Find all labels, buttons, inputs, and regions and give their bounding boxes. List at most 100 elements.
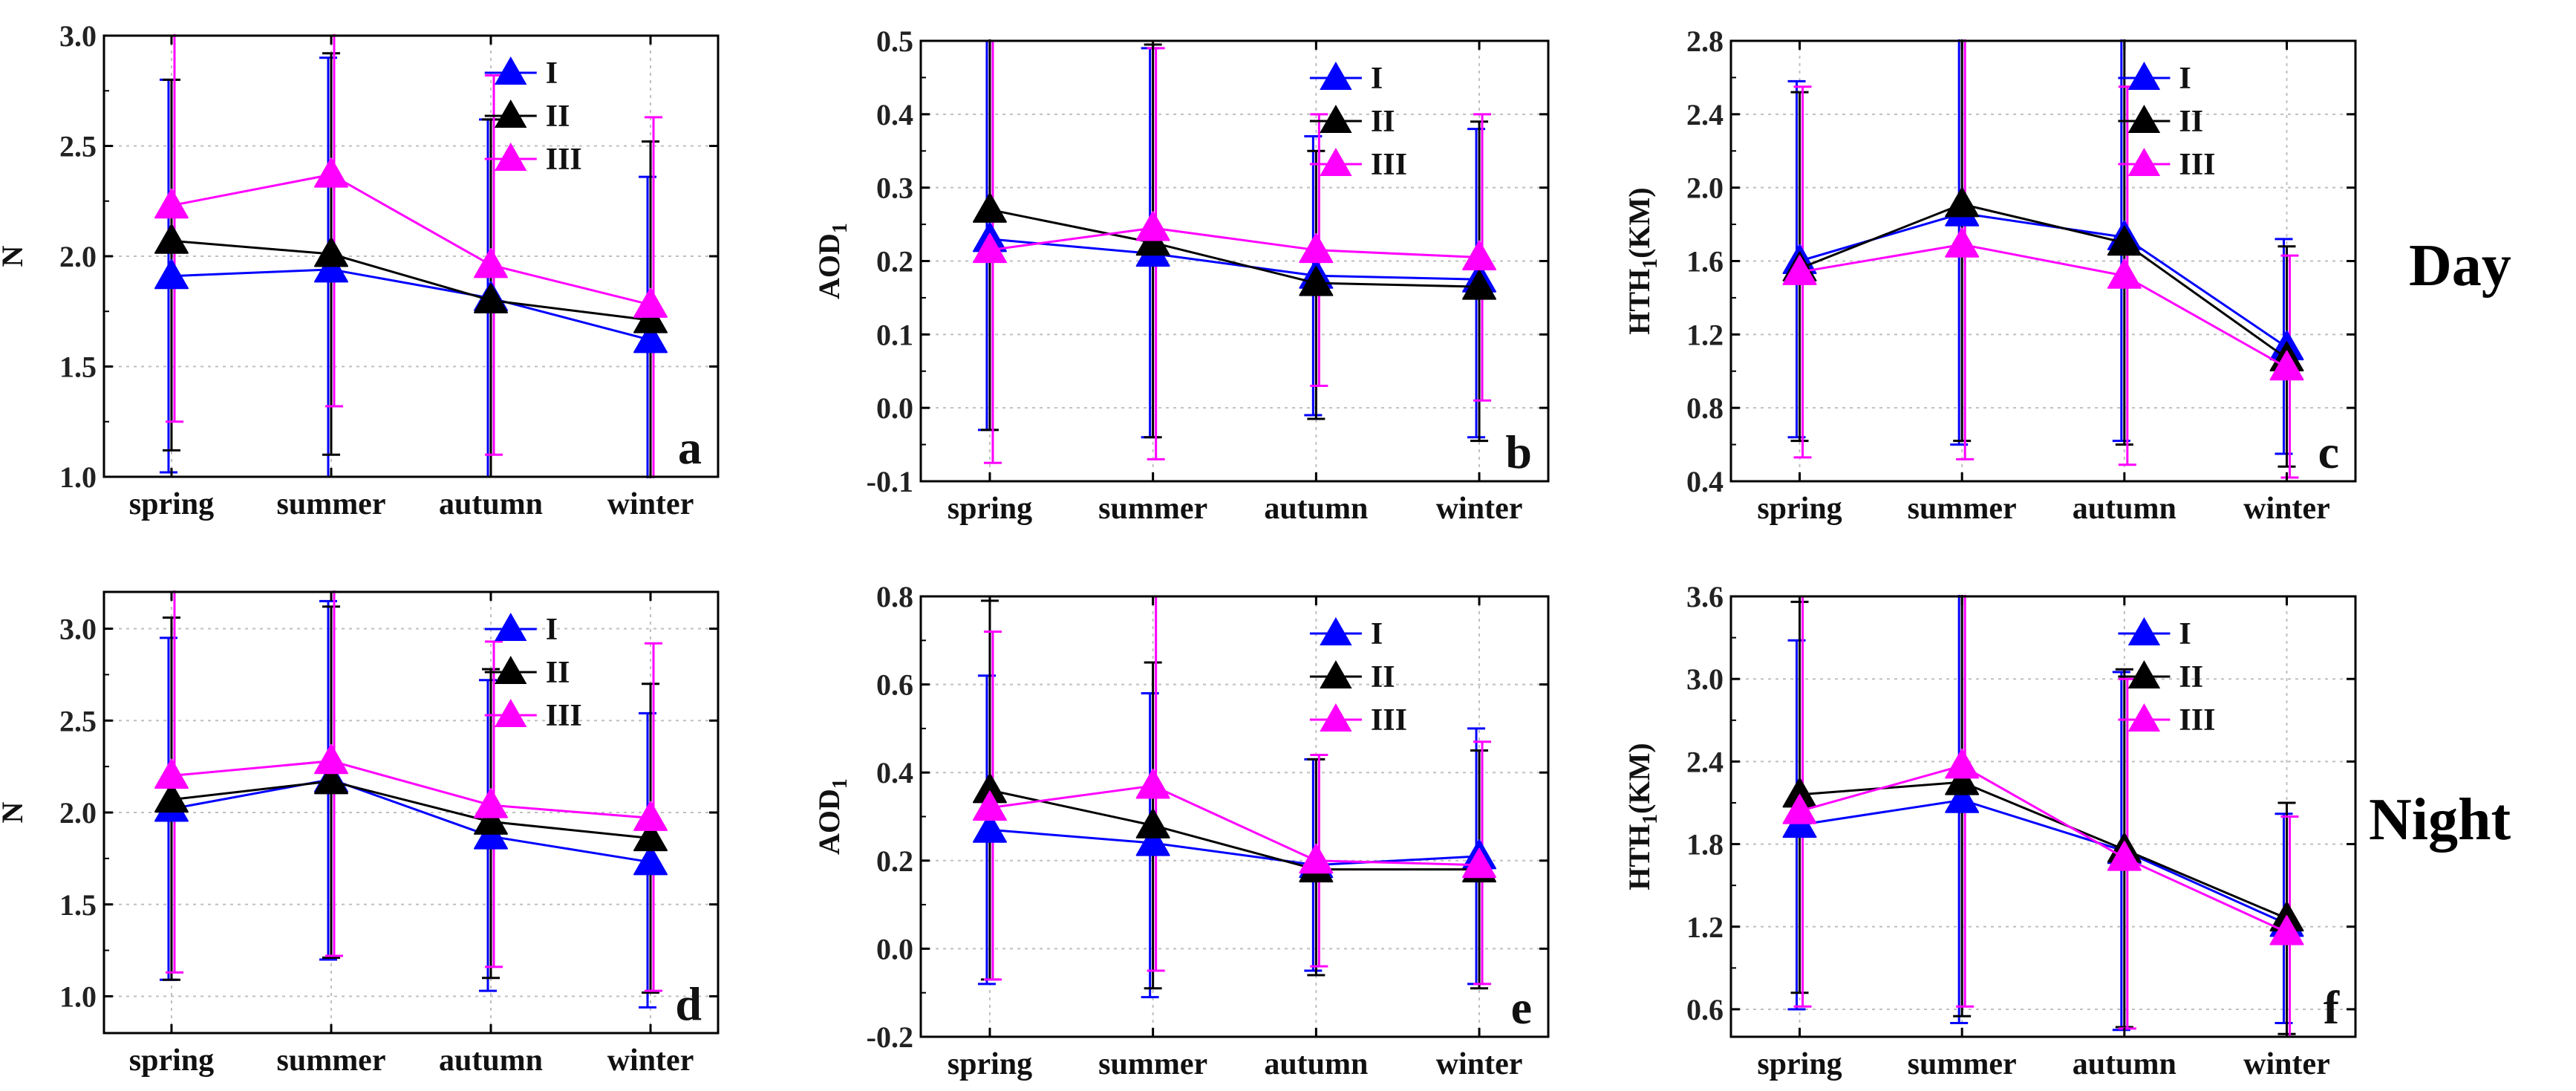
x-tick-label: winter: [2243, 492, 2330, 526]
legend-label-I: I: [2179, 62, 2191, 96]
y-tick-label: 0.2: [876, 844, 913, 878]
data-point-I: [1945, 783, 1980, 813]
data-point-III: [633, 801, 668, 831]
chart-panel-c: 0.4 0.8 1.2 1.6 2.0 2.4 2.8 spring summer autumn w…: [1623, 25, 2357, 526]
y-tick-label: 0.8: [1686, 391, 1724, 425]
data-point-III: [474, 247, 509, 279]
legend-label-I: I: [2179, 617, 2191, 651]
y-tick-label: 2.5: [59, 130, 97, 163]
series-line-II: [989, 789, 1480, 871]
y-tick-label: 0.4: [876, 98, 913, 131]
y-tick-label: 3.0: [59, 19, 97, 53]
x-tick-label: spring: [1757, 492, 1842, 526]
data-point-III: [313, 157, 348, 188]
legend-marker-II: [2127, 660, 2161, 688]
y-tick-label: 1.5: [59, 351, 97, 384]
x-tick-label: winter: [1436, 492, 1523, 526]
y-axis-title: HTH1(KM): [1623, 743, 1662, 890]
legend-label-II: II: [2179, 660, 2203, 694]
legend-label-II: II: [546, 100, 570, 134]
legend-marker-II: [495, 655, 527, 684]
legend-marker-III: [495, 698, 527, 727]
x-tick-label: summer: [1098, 1047, 1207, 1081]
data-point-II: [972, 192, 1007, 223]
x-tick-label: summer: [1908, 492, 2017, 526]
legend-marker-III: [2127, 703, 2161, 732]
data-layer: [154, 590, 668, 1009]
data-point-III: [633, 287, 668, 318]
data-point-III: [1462, 847, 1497, 879]
x-tick-label: spring: [1757, 1047, 1842, 1081]
y-tick-label: 0.5: [876, 25, 913, 58]
chart-panel-d: 1.0 1.5 2.0 2.5 3.0 spring summer autumn winter N…: [0, 590, 720, 1078]
y-tick-label: 2.0: [59, 796, 97, 830]
data-point-II: [313, 763, 348, 795]
chart-panel-f: 0.6 1.2 1.8 2.4 3.0 3.6 spring summer autumn wint…: [1623, 580, 2357, 1081]
legend-label-III: III: [546, 699, 582, 733]
legend-label-II: II: [546, 656, 570, 690]
data-layer: [154, 34, 668, 478]
legend-marker-I: [1320, 616, 1352, 645]
y-tick-label: 0.4: [876, 756, 913, 789]
series-line-I: [1799, 798, 2288, 925]
data-point-III: [154, 188, 189, 219]
x-tick-label: summer: [277, 487, 386, 521]
data-point-III: [972, 790, 1007, 821]
legend-marker-I: [1320, 61, 1352, 90]
legend-label-I: I: [546, 56, 558, 91]
legend-marker-I: [2127, 61, 2161, 90]
panel-letter: c: [2318, 426, 2339, 478]
data-point-III: [1299, 232, 1334, 264]
x-tick-label: summer: [1908, 1047, 2017, 1081]
x-tick-label: spring: [948, 492, 1032, 526]
y-tick-label: 0.6: [876, 668, 913, 702]
data-point-III: [1782, 794, 1817, 824]
data-layer: [972, 595, 1497, 999]
data-point-III: [154, 758, 189, 789]
chart-panel-b: -0.1 0.0 0.1 0.2 0.3 0.4 0.5 spring summer autumn…: [812, 25, 1550, 526]
y-tick-label: 3.6: [1686, 580, 1724, 613]
data-point-III: [313, 743, 348, 775]
panel-letter: a: [678, 421, 702, 474]
data-point-III: [972, 232, 1007, 264]
legend-marker-III: [2127, 147, 2161, 176]
y-tick-label: 0.0: [876, 391, 913, 425]
legend-marker-II: [495, 99, 527, 128]
chart-panel-e: -0.2 0.0 0.2 0.4 0.6 0.8 spring summer autumn win…: [812, 580, 1550, 1081]
data-point-I: [633, 322, 668, 354]
row-label-night: Night: [2369, 787, 2511, 853]
data-point-I: [972, 812, 1007, 843]
data-point-II: [2107, 225, 2142, 256]
series-line-III: [1799, 764, 2288, 934]
data-layer: [972, 39, 1497, 464]
y-tick-label: 3.0: [59, 613, 97, 646]
x-tick-label: spring: [948, 1047, 1032, 1081]
y-tick-label: 0.6: [1686, 993, 1724, 1026]
x-tick-label: autumn: [439, 487, 543, 521]
data-point-III: [1135, 768, 1170, 799]
legend-label-II: II: [1371, 105, 1395, 139]
data-point-II: [1462, 270, 1497, 300]
x-tick-label: winter: [607, 487, 694, 521]
panel-letter: b: [1505, 426, 1532, 478]
data-point-II: [313, 237, 348, 267]
y-tick-label: 0.8: [876, 580, 913, 613]
data-point-I: [633, 844, 668, 876]
plot-frame: [919, 595, 1550, 1038]
series-line-II: [989, 208, 1480, 288]
data-point-II: [154, 782, 189, 813]
series-line-II: [171, 239, 651, 322]
legend-label-I: I: [1371, 62, 1383, 96]
data-point-III: [1782, 255, 1817, 285]
series-line-II: [1799, 203, 2288, 359]
plot-frame: [1729, 595, 2357, 1038]
data-point-II: [1299, 266, 1334, 296]
data-point-II: [1135, 808, 1170, 838]
y-tick-label: 1.8: [1686, 828, 1724, 862]
legend-marker-III: [1320, 147, 1352, 176]
y-tick-label: 1.6: [1686, 245, 1724, 279]
data-layer: [1782, 595, 2304, 1038]
series-line-I: [171, 778, 651, 864]
y-tick-label: 2.4: [1686, 745, 1724, 778]
